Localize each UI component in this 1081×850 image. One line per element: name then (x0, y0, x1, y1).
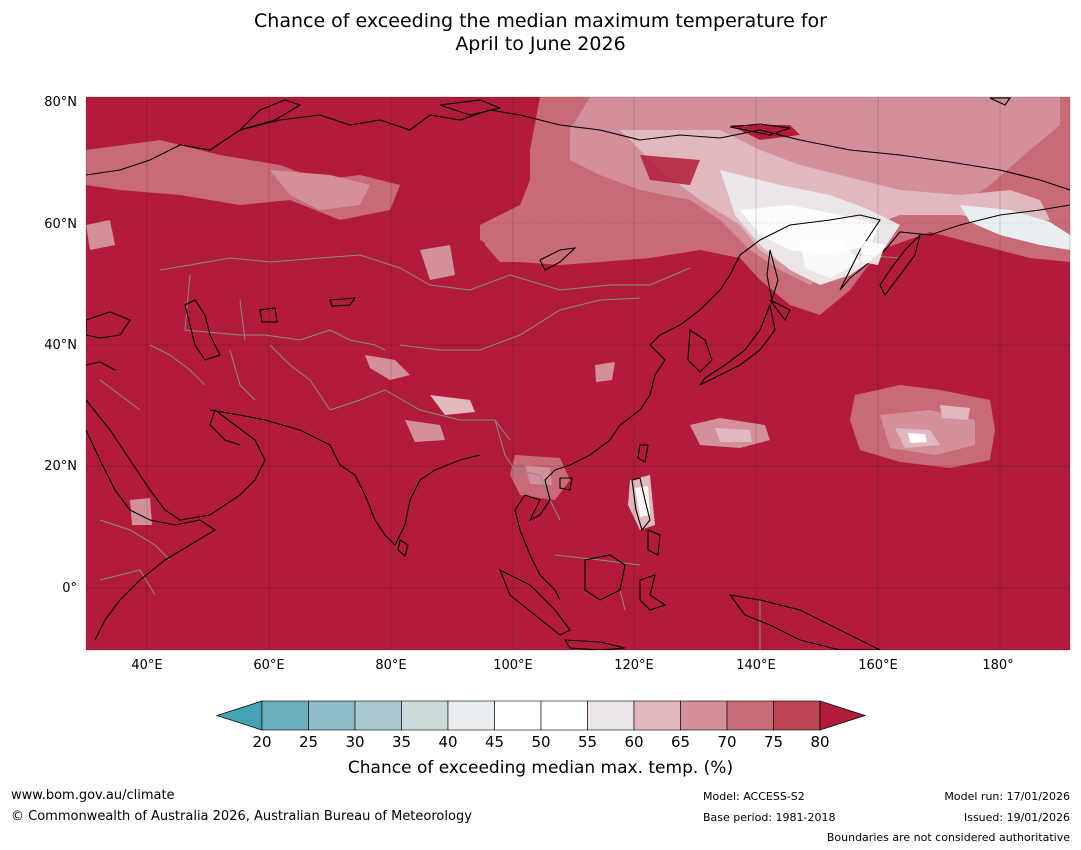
colorbar-segment (726, 700, 774, 731)
country-borders (99, 254, 901, 650)
colorbar-tick-label: 75 (763, 733, 784, 751)
colorbar-tick-label: 45 (484, 733, 505, 751)
model-run-date: Model run: 17/01/2026 (944, 790, 1070, 803)
colorbar-tick-label: 70 (717, 733, 737, 751)
lat-label-20n: 20°N (44, 459, 77, 474)
copyright-text: © Commonwealth of Australia 2026, Austra… (11, 809, 472, 824)
colorbar-label: Chance of exceeding median max. temp. (%… (347, 758, 734, 778)
colorbar-tick-label: 30 (345, 733, 365, 751)
model-name: Model: ACCESS-S2 (703, 790, 805, 803)
colorbar-segment (633, 700, 681, 731)
lon-label-140e: 140°E (736, 658, 776, 673)
graticule (86, 97, 1070, 650)
colorbar-tick-label: 40 (438, 733, 458, 751)
colorbar-segment (773, 700, 821, 731)
website-link[interactable]: www.bom.gov.au/climate (11, 788, 175, 803)
colorbar-over-arrow (819, 700, 867, 731)
lat-label-0: 0° (62, 581, 77, 596)
boundaries-disclaimer: Boundaries are not considered authoritat… (826, 831, 1070, 844)
probability-zones-west (86, 140, 560, 280)
lon-label-120e: 120°E (614, 658, 654, 673)
title-line-2: April to June 2026 (455, 33, 626, 55)
lat-label-60n: 60°N (44, 217, 77, 232)
probability-zones-tibet (365, 355, 615, 442)
colorbar-tick-label: 65 (670, 733, 691, 751)
colorbar-tick-label: 35 (391, 733, 412, 751)
colorbar-segment (447, 700, 495, 731)
colorbar-tick-label: 50 (531, 733, 551, 751)
lon-label-80e: 80°E (375, 658, 407, 673)
colorbar-segment (354, 700, 402, 731)
colorbar-tick-label: 60 (624, 733, 644, 751)
colorbar-tick-label: 25 (298, 733, 319, 751)
colorbar-segment (308, 700, 356, 731)
lat-label-40n: 40°N (44, 338, 77, 353)
probability-zones-siberia (480, 97, 1070, 315)
colorbar-segment (401, 700, 449, 731)
lon-label-180: 180° (982, 658, 1014, 673)
lon-label-100e: 100°E (493, 658, 533, 673)
lon-label-160e: 160°E (858, 658, 898, 673)
colorbar-segment (680, 700, 728, 731)
probability-zone-okhotsk (860, 240, 885, 265)
lon-label-40e: 40°E (131, 658, 163, 673)
colorbar-segment (540, 700, 588, 731)
issued-date: Issued: 19/01/2026 (963, 811, 1070, 824)
colorbar-tick-label: 80 (810, 733, 830, 751)
base-period: Base period: 1981-2018 (703, 811, 836, 824)
colorbar-tick-label: 20 (252, 733, 272, 751)
probability-zones-pacific (690, 385, 995, 468)
map-frame (85, 96, 1071, 651)
lat-label-80n: 80°N (44, 95, 77, 110)
colorbar-segment (494, 700, 542, 731)
lon-label-60e: 60°E (253, 658, 285, 673)
colorbar-segment (261, 700, 309, 731)
colorbar-under-arrow (215, 700, 263, 731)
colorbar-segment (587, 700, 635, 731)
colorbar-tick-label: 55 (577, 733, 598, 751)
title-line-1: Chance of exceeding the median maximum t… (254, 10, 827, 32)
coastlines (86, 97, 1070, 650)
map-title: Chance of exceeding the median maximum t… (0, 10, 1081, 56)
colorbar (215, 700, 867, 731)
